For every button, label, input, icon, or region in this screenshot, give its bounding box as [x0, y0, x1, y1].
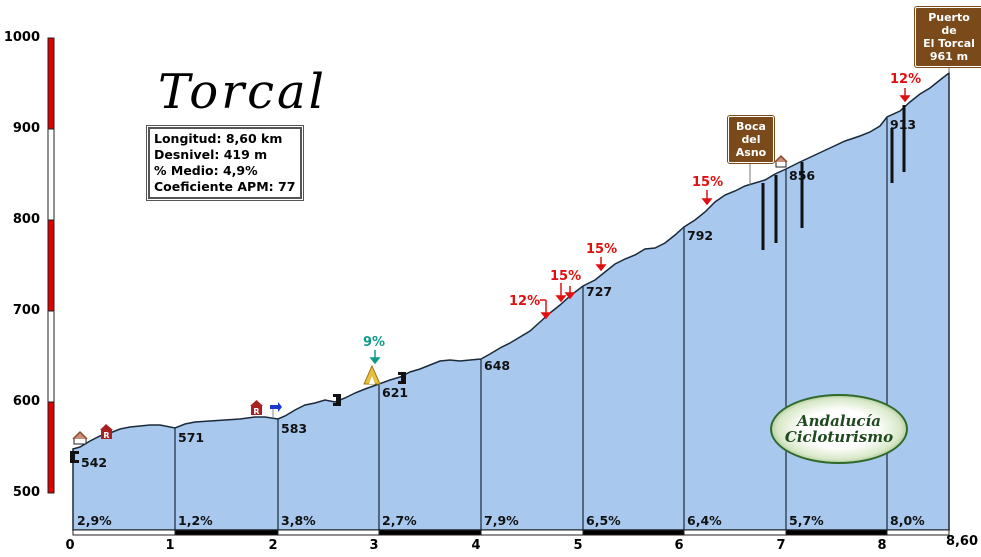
svg-text:R: R: [103, 431, 109, 440]
segment-grade: 2,9%: [77, 513, 112, 528]
elevation-label: 621: [382, 385, 409, 400]
chart-title: Torcal: [158, 64, 327, 120]
elevation-label: 727: [586, 284, 613, 299]
y-tick-800: 800: [12, 212, 40, 227]
x-tick-0: 0: [65, 538, 75, 553]
svg-text:R: R: [253, 407, 259, 416]
x-tick-8: 8: [877, 538, 887, 553]
info-medio: % Medio: 4,9%: [154, 163, 258, 178]
x-tick-7: 7: [776, 538, 786, 553]
house-icon: [72, 430, 88, 445]
restaurant-icon: R: [100, 424, 113, 440]
segment-grade: 8,0%: [890, 513, 925, 528]
elevation-label: 583: [281, 421, 308, 436]
y-tick-600: 600: [12, 394, 40, 409]
x-tick-end: 8,60: [945, 534, 979, 549]
elevation-label: 648: [484, 358, 511, 373]
ramp-arrows: [540, 88, 911, 320]
elevation-label: 792: [687, 228, 714, 243]
teal-ramp-arrow: [369, 350, 381, 365]
y-tick-900: 900: [12, 121, 40, 136]
ramp-annotation: 9%: [363, 335, 386, 350]
info-coeficiente: Coeficiente APM: 77: [154, 179, 296, 194]
ramp-annotation: 15%: [550, 269, 582, 284]
segment-grade: 6,4%: [687, 513, 722, 528]
ramp-annotation: 15%: [692, 175, 724, 190]
elevation-label: 571: [178, 430, 205, 445]
ramp-annotation: 12%: [890, 72, 922, 87]
y-axis-bar: [47, 37, 55, 494]
campsite-icon: [363, 364, 381, 385]
segment-grade: 1,2%: [178, 513, 213, 528]
x-tick-6: 6: [674, 538, 684, 553]
andalucia-cicloturismo-logo: Andalucía Cicloturismo: [770, 394, 908, 464]
direction-flag-icon: [270, 402, 282, 418]
elevation-label: 856: [789, 168, 816, 183]
x-tick-5: 5: [573, 538, 583, 553]
x-tick-3: 3: [369, 538, 379, 553]
house-icon: [774, 154, 788, 168]
tunnel-markers: [761, 105, 906, 250]
segment-grade: 7,9%: [484, 513, 519, 528]
y-tick-500: 500: [12, 485, 40, 500]
elevation-label: 542: [81, 455, 108, 470]
x-tick-2: 2: [268, 538, 278, 553]
elevation-label: 913: [890, 117, 917, 132]
boca-del-asno-sign: Boca del Asno: [727, 115, 775, 164]
y-tick-700: 700: [12, 303, 40, 318]
ramp-annotation: 12%: [509, 294, 541, 309]
x-tick-4: 4: [471, 538, 481, 553]
km-dividers: [174, 117, 888, 530]
junction-icon: [398, 372, 406, 384]
segment-grade: 3,8%: [281, 513, 316, 528]
segment-grade: 2,7%: [382, 513, 417, 528]
x-tick-1: 1: [165, 538, 175, 553]
puerto-torcal-sign: Puerto de El Torcal 961 m: [914, 6, 981, 68]
distance-bar: [72, 529, 950, 536]
junction-icon: [70, 451, 79, 463]
junction-icon: [333, 394, 341, 406]
info-box: Longitud: 8,60 km Desnivel: 419 m % Medi…: [146, 125, 304, 201]
segment-grade: 5,7%: [789, 513, 824, 528]
y-tick-1000: 1000: [3, 30, 40, 45]
restaurant-icon: R: [250, 400, 263, 416]
profile-area: [72, 71, 950, 531]
segment-grade: 6,5%: [586, 513, 621, 528]
ramp-annotation: 15%: [586, 242, 618, 257]
info-longitud: Longitud: 8,60 km: [154, 131, 283, 146]
info-desnivel: Desnivel: 419 m: [154, 147, 268, 162]
